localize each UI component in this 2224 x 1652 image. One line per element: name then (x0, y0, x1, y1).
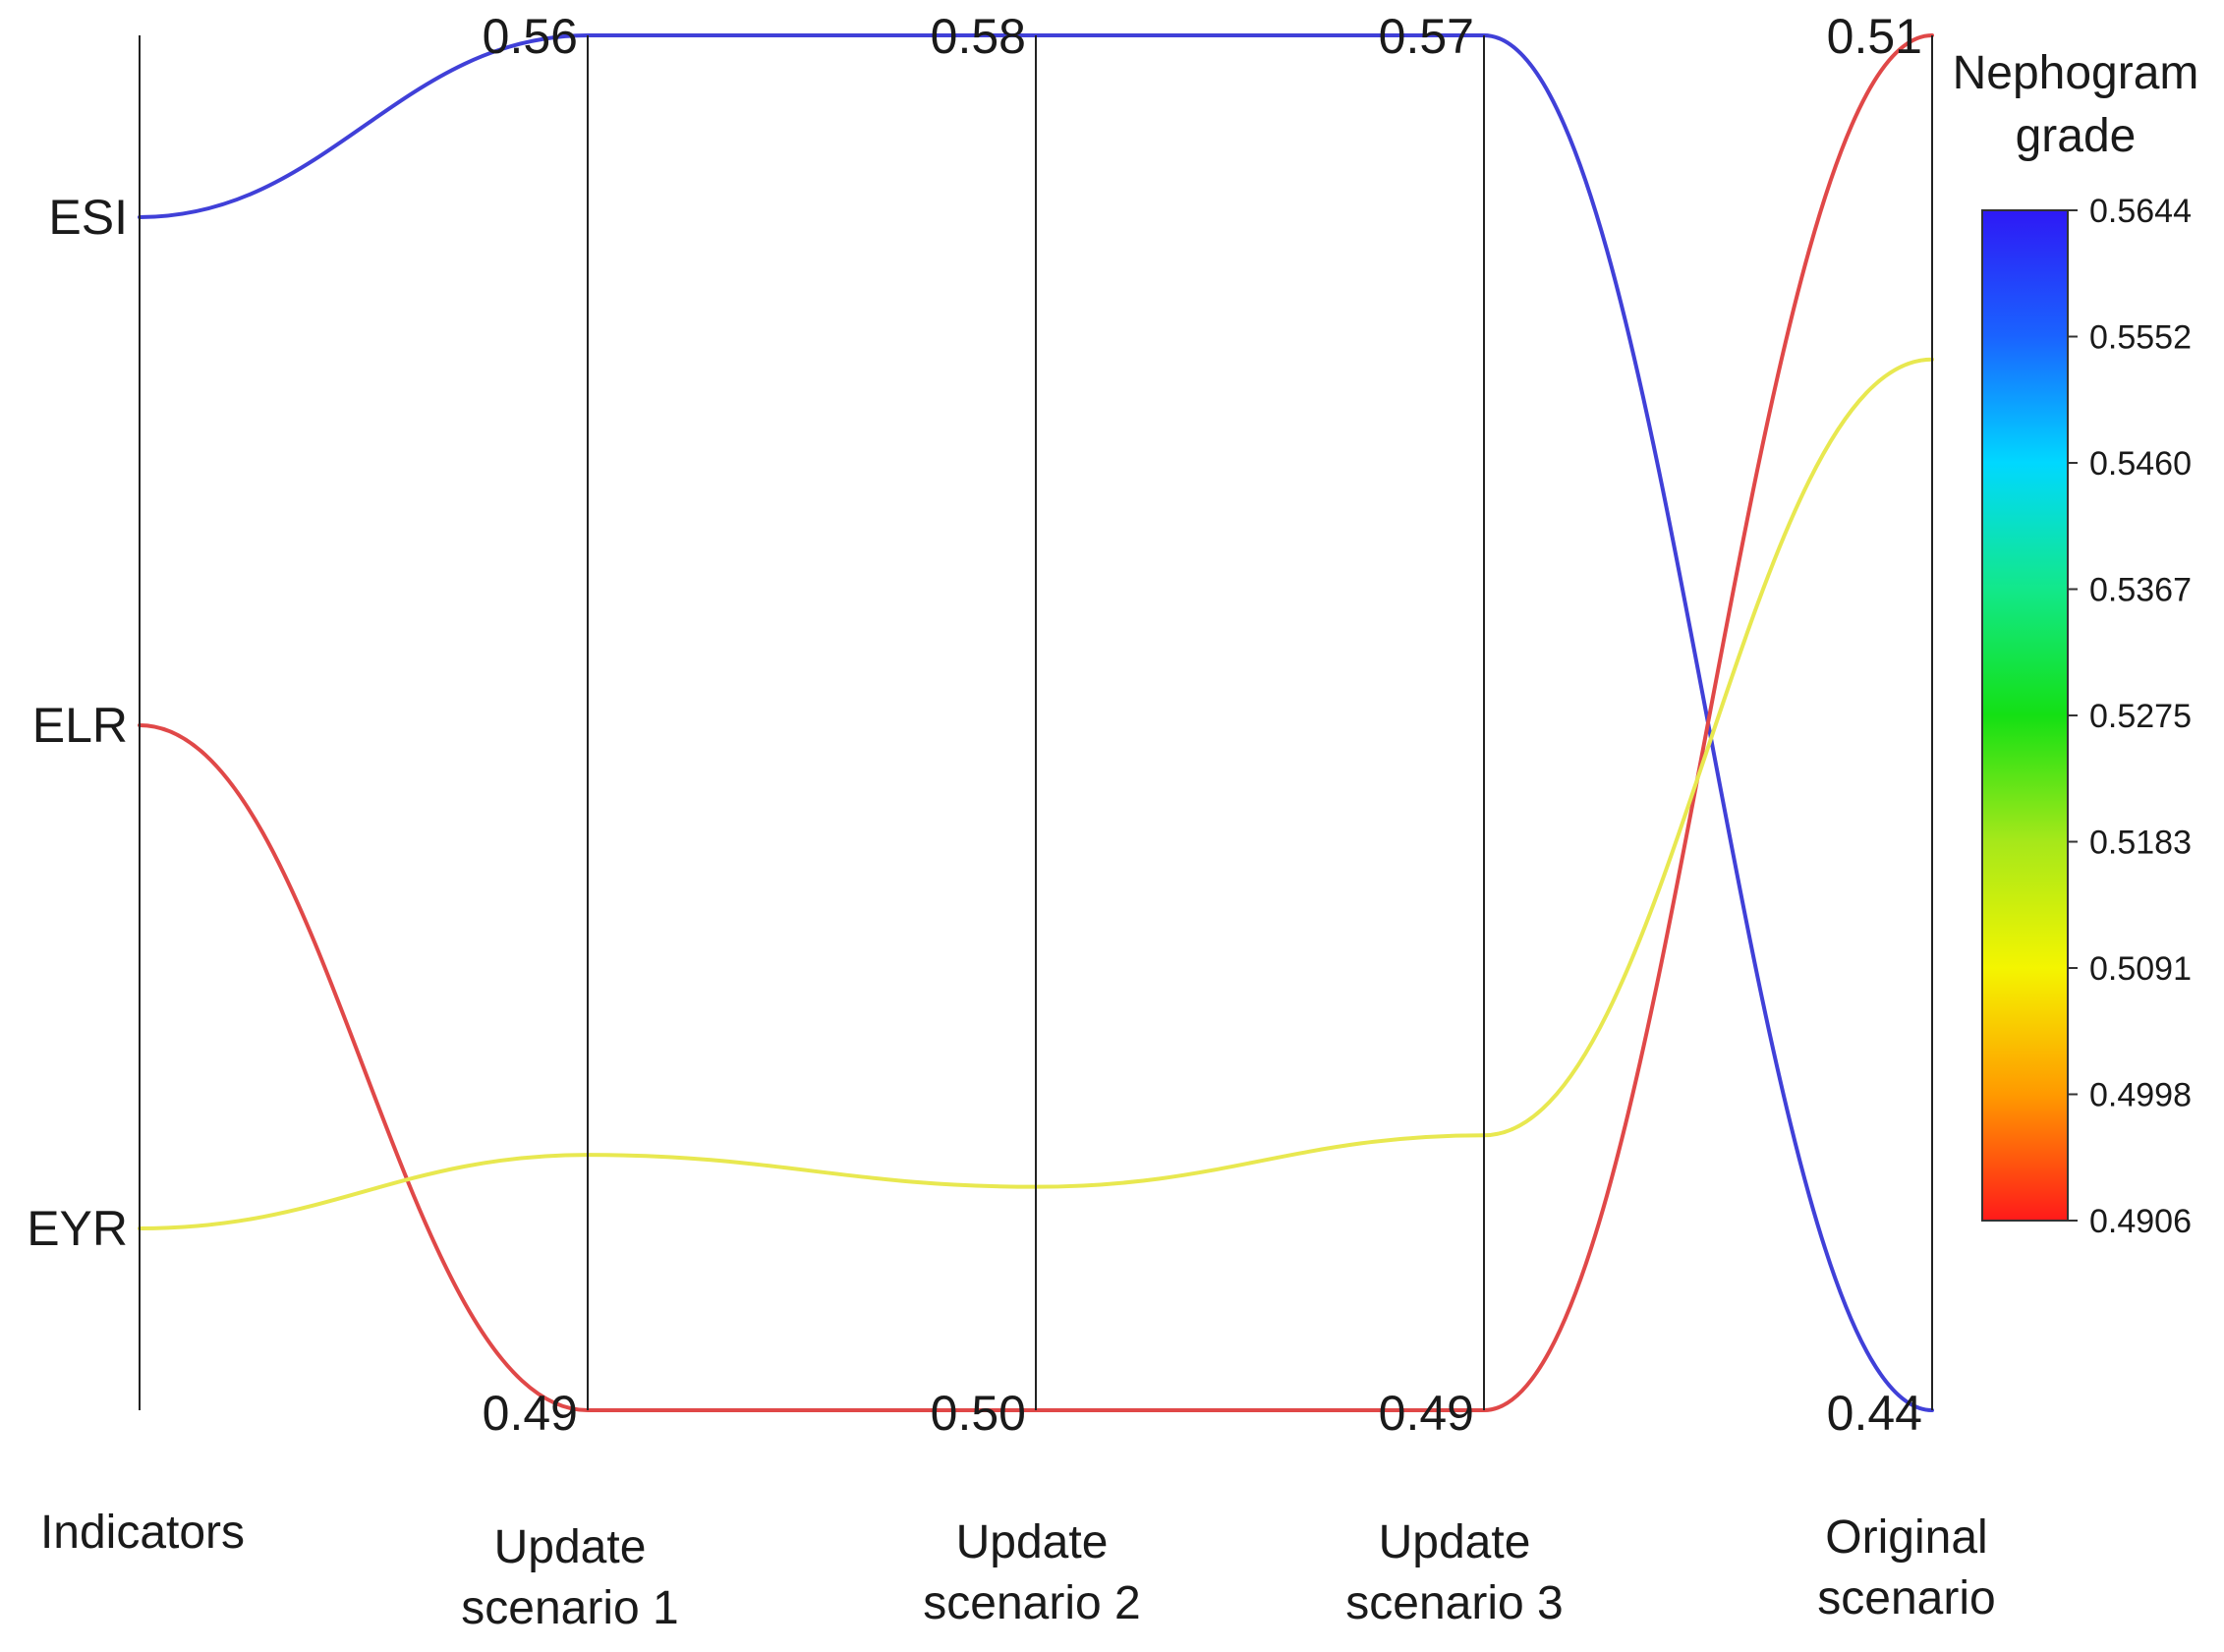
axis-title: Original scenario (1817, 1511, 1995, 1624)
colorbar-tick-label: 0.5460 (2089, 445, 2192, 483)
colorbar-title: Nephogram grade (1953, 47, 2199, 162)
indicator-tick-label: ELR (32, 698, 128, 753)
axis-top-value-label: 0.58 (931, 9, 1026, 64)
axis-title-line: scenario 1 (461, 1582, 678, 1634)
colorbar-tick-label: 0.5552 (2089, 319, 2192, 357)
axis-title: Update scenario 1 (461, 1521, 678, 1634)
colorbar-tick-label: 0.5367 (2089, 572, 2192, 609)
series-line-elr (138, 33, 1934, 1413)
axis-bottom-value-label: 0.44 (1827, 1386, 1922, 1441)
colorbar-legend: 0.5644 0.5552 0.5460 0.5367 0.5275 0.5183 0.50… (1953, 47, 2199, 1240)
colorbar-title-line: Nephogram (1953, 47, 2199, 99)
colorbar-tick-label: 0.5275 (2089, 698, 2192, 735)
axis-bottom-value-label: 0.49 (1379, 1386, 1474, 1441)
colorbar-tick-label: 0.4998 (2089, 1077, 2192, 1114)
axis-title-line: Update (494, 1521, 647, 1573)
axis-title: Indicators (40, 1507, 245, 1559)
axis-title-line: Update (956, 1516, 1109, 1568)
indicator-tick-label: EYR (27, 1201, 128, 1256)
series-line-esi (138, 32, 1934, 1412)
axis-title: Update scenario 3 (1345, 1516, 1563, 1629)
axis-bottom-value-label: 0.50 (931, 1386, 1026, 1441)
axis-title-line: Update (1379, 1516, 1531, 1568)
axis-top-value-label: 0.56 (483, 9, 578, 64)
axes (139, 35, 1933, 1410)
colorbar-tick-label: 0.5644 (2089, 193, 2192, 230)
series-lines (138, 32, 1934, 1413)
axis-title: Update scenario 2 (923, 1516, 1140, 1629)
axis-labels: 0.56 0.49 0.58 0.50 0.57 0.49 0.51 0.44 Indicato… (27, 9, 1996, 1634)
series-line-eyr (138, 357, 1934, 1230)
axis-top-value-label: 0.51 (1827, 9, 1922, 64)
colorbar-gradient (1981, 209, 2069, 1222)
axis-title-line: scenario 2 (923, 1577, 1140, 1629)
colorbar-title-line: grade (2016, 110, 2137, 162)
axis-title-line: scenario 3 (1345, 1577, 1563, 1629)
axis-title-line: Original (1825, 1511, 1987, 1564)
axis-top-value-label: 0.57 (1379, 9, 1474, 64)
colorbar-tick-label: 0.5183 (2089, 825, 2192, 862)
colorbar-tick-label: 0.4906 (2089, 1203, 2192, 1240)
axis-bottom-value-label: 0.49 (483, 1386, 578, 1441)
axis-title-line: scenario (1817, 1572, 1995, 1624)
axis-title-line: Indicators (40, 1507, 245, 1559)
indicator-tick-label: ESI (48, 190, 128, 245)
colorbar-tick-label: 0.5091 (2089, 950, 2192, 988)
